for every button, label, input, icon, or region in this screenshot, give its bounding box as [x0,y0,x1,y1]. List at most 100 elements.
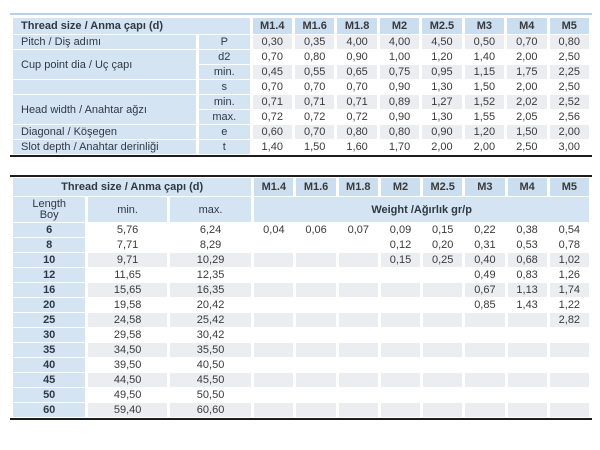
weight-cell [338,343,378,357]
weight-cell [338,328,378,342]
spec-row-label [13,80,196,94]
spec-value-cell: 0,65 [337,65,377,79]
length-cell: 30 [13,328,86,342]
weight-cell: 0,40 [465,253,505,267]
spec-value-cell: 0,80 [337,125,377,139]
spec-value-cell: 0,90 [422,125,462,139]
weight-cell: 0,31 [465,238,505,252]
weight-cell [549,388,589,402]
weight-cell [507,373,547,387]
weight-cell [296,238,336,252]
weight-cell [254,283,294,297]
weight-cell [254,388,294,402]
length-cell: 35 [13,343,86,357]
length-row-20: 20 19,58 20,42 0,85 1,43 1,22 [13,298,589,312]
spec-value-cell: 0,80 [549,35,589,49]
weight-cell [338,388,378,402]
spec-value-cell: 2,05 [507,110,547,124]
spec-row-symbol: d2 [198,50,250,64]
weight-cell [380,403,421,417]
spec-row-label: Cup point dia / Uç çapı [13,50,196,79]
length-row-35: 35 34,50 35,50 [13,343,589,357]
weight-cell [338,268,378,282]
weight-cell [338,358,378,372]
weight-cell [423,328,463,342]
weight-cell [254,328,294,342]
weight-cell: 0,07 [338,223,378,237]
spec-row-s: s 0,70 0,70 0,70 0,90 1,30 1,50 2,00 2,50 [13,80,589,94]
spec-value-cell: 2,00 [507,50,547,64]
weight-cell [380,268,421,282]
weight-cell [507,343,547,357]
weight-cell [507,313,547,327]
length-cell: 25 [13,313,86,327]
weight-cell [338,373,378,387]
weight-cell [296,298,336,312]
weight-cell: 0,04 [254,223,294,237]
weight-cell [549,358,589,372]
weight-cell [465,358,505,372]
spec-row-symbol: max. [198,110,250,124]
spec-value-cell: 1,55 [464,110,505,124]
spec-value-cell: 2,00 [549,125,589,139]
min-cell: 7,71 [88,238,167,252]
size-col-header-m2-5: M2.5 [422,18,462,34]
weight-cell [465,343,505,357]
spec-value-cell: 0,50 [464,35,505,49]
weight-cell: 0,38 [507,223,547,237]
spec-row-label: Head width / Anahtar ağzı [13,95,196,124]
spec-header-row: Thread size / Anma çapı (d) M1.4 M1.6 M1… [13,18,589,34]
length-row-45: 45 44,50 45,50 [13,373,589,387]
spec-row-head-width-min: Head width / Anahtar ağzı min. 0,71 0,71 0,7… [13,95,589,124]
spec-row-slot-depth: Slot depth / Anahtar derinliği t 1,40 1,50 1… [13,140,589,154]
size-col-header-m1-8: M1.8 [337,18,377,34]
spec-value-cell: 2,50 [549,50,589,64]
weight-cell: 0,25 [423,253,463,267]
max-cell: 35,50 [169,343,252,357]
spec-value-cell: 0,70 [294,125,335,139]
weight-cell: 0,67 [465,283,505,297]
spec-value-cell: 1,15 [464,65,505,79]
weight-cell [296,343,336,357]
length-cell: 20 [13,298,86,312]
weight-cell [423,313,463,327]
length-label-en: Length [32,197,67,210]
spec-value-cell: 4,50 [422,35,462,49]
weight-cell: 1,02 [549,253,589,267]
spec-value-cell: 0,71 [294,95,335,109]
spec-value-cell: 2,00 [422,140,462,154]
spec-value-cell: 1,20 [422,50,462,64]
spec-value-cell: 2,52 [549,95,589,109]
weight-cell [338,403,378,417]
weight-cell [380,283,421,297]
spec-table: Thread size / Anma çapı (d) M1.4 M1.6 M1… [10,17,592,155]
max-cell: 10,29 [169,253,252,267]
spec-row-pitch: Pitch / Diş adımı P 0,30 0,35 4,00 4,00 4,50 0,… [13,35,589,49]
max-cell: 8,29 [169,238,252,252]
weight-cell [423,283,463,297]
weight-cell: 0,53 [507,238,547,252]
weight-cell [338,253,378,267]
spec-row-cup-point-min: min. 0,45 0,55 0,65 0,75 0,95 1,15 1,75 2,25 [13,65,589,79]
min-cell: 9,71 [88,253,167,267]
weight-cell [423,388,463,402]
weight-cell [465,403,505,417]
spec-row-label: Slot depth / Anahtar derinliği [13,140,196,154]
weight-cell: 1,74 [549,283,589,297]
length-column-header: Length Boy [13,197,86,222]
min-cell: 24,58 [88,313,167,327]
weight-cell [338,298,378,312]
length-table-body: 6 5,76 6,24 0,04 0,06 0,07 0,09 0,15 0,22 0,38 0,5… [13,223,589,417]
spec-row-cup-point-d2: Cup point dia / Uç çapı d2 0,70 0,80 0,90 1,0… [13,50,589,79]
spec-value-cell: 1,70 [379,140,420,154]
spec-value-cell: 1,30 [422,110,462,124]
weight-cell: 0,49 [465,268,505,282]
spec-value-cell: 0,70 [252,80,292,94]
weight-cell [254,358,294,372]
spec-table-title: Thread size / Anma çapı (d) [13,18,250,34]
spec-value-cell: 1,40 [252,140,292,154]
weight-cell [338,313,378,327]
size-col-header2-m1-6: M1.6 [296,178,336,196]
length-row-60: 60 59,40 60,60 [13,403,589,417]
